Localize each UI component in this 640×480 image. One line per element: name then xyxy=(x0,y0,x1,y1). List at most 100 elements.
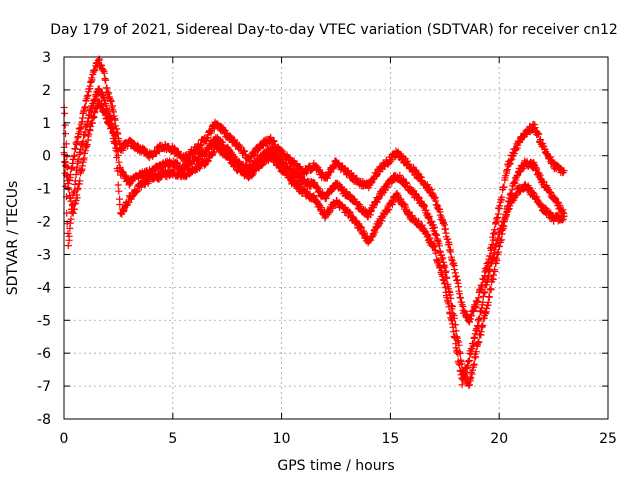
data-point xyxy=(430,243,438,251)
data-point xyxy=(132,188,140,196)
data-point xyxy=(470,334,478,342)
data-point xyxy=(218,138,226,146)
data-point xyxy=(82,144,90,152)
data-point xyxy=(456,367,464,375)
data-point xyxy=(113,154,121,161)
data-point xyxy=(465,357,473,364)
data-point xyxy=(434,257,442,265)
data-point xyxy=(115,187,123,195)
data-point xyxy=(494,214,501,221)
data-point xyxy=(99,66,107,74)
data-point xyxy=(559,215,567,223)
data-point xyxy=(70,151,78,159)
data-point xyxy=(65,185,73,193)
data-point xyxy=(218,145,226,153)
data-point xyxy=(500,183,508,191)
data-point xyxy=(504,205,512,213)
data-point xyxy=(476,314,484,322)
series-track-c xyxy=(60,97,568,389)
data-point xyxy=(321,214,329,222)
data-point xyxy=(88,76,96,84)
data-point xyxy=(371,228,379,236)
data-point xyxy=(248,171,256,179)
data-point xyxy=(398,175,406,182)
data-point xyxy=(459,376,467,384)
data-point xyxy=(493,257,501,265)
data-point xyxy=(535,130,543,138)
data-point xyxy=(446,310,454,318)
data-point xyxy=(438,255,446,263)
x-tick-label: 5 xyxy=(168,431,177,447)
chart-title: Day 179 of 2021, Sidereal Day-to-day VTE… xyxy=(50,22,618,38)
data-point xyxy=(425,212,433,220)
data-point xyxy=(86,82,94,90)
data-point xyxy=(560,167,568,175)
x-tick-label: 15 xyxy=(381,431,399,447)
data-point xyxy=(481,288,489,296)
data-point xyxy=(479,293,487,300)
data-point xyxy=(466,377,474,385)
data-point xyxy=(101,108,109,116)
x-tick-label: 0 xyxy=(60,431,69,447)
data-point xyxy=(241,147,249,155)
data-point xyxy=(277,146,285,154)
data-point xyxy=(107,97,115,105)
data-point xyxy=(415,193,422,201)
data-point xyxy=(492,240,500,248)
data-point xyxy=(533,193,541,201)
x-axis-label: GPS time / hours xyxy=(277,458,394,474)
data-point xyxy=(491,268,499,275)
data-point xyxy=(474,298,482,305)
data-point xyxy=(471,330,479,338)
data-point xyxy=(81,128,89,136)
data-point xyxy=(77,145,85,153)
data-point xyxy=(249,170,257,178)
data-point xyxy=(67,197,75,205)
data-point xyxy=(489,253,497,261)
data-point xyxy=(455,359,463,367)
data-point xyxy=(533,164,541,172)
data-point xyxy=(492,219,500,227)
data-point xyxy=(525,184,533,192)
data-point xyxy=(73,164,81,172)
data-point xyxy=(62,130,69,138)
data-point xyxy=(529,189,537,196)
data-point xyxy=(516,138,524,146)
data-point xyxy=(386,158,394,166)
data-point xyxy=(98,102,106,110)
data-point xyxy=(102,76,110,84)
data-point xyxy=(64,184,72,192)
data-point xyxy=(226,155,234,163)
data-point xyxy=(458,381,466,389)
data-point xyxy=(498,193,506,201)
data-point xyxy=(66,219,74,227)
data-point xyxy=(83,141,91,149)
data-point xyxy=(487,286,495,294)
data-point xyxy=(65,232,73,240)
y-tick-label: -6 xyxy=(37,346,51,362)
data-point xyxy=(83,92,91,100)
data-point xyxy=(472,348,480,356)
data-point xyxy=(490,271,498,279)
y-tick-label: -5 xyxy=(37,313,51,329)
data-point xyxy=(73,194,81,202)
grid-layer xyxy=(64,57,608,419)
data-point xyxy=(506,159,514,167)
data-point xyxy=(69,209,77,217)
data-point xyxy=(81,103,89,111)
plot-frame xyxy=(63,56,609,420)
data-point xyxy=(75,180,83,188)
data-point xyxy=(494,236,502,244)
data-point xyxy=(197,141,205,149)
data-point xyxy=(106,94,114,102)
data-point xyxy=(445,303,453,311)
data-point xyxy=(324,210,332,218)
x-tick-label: 10 xyxy=(273,431,291,447)
data-point xyxy=(494,210,502,218)
data-point xyxy=(426,234,434,242)
y-tick-label: -8 xyxy=(37,412,51,428)
data-point xyxy=(398,152,406,160)
data-point xyxy=(91,108,99,116)
data-point xyxy=(496,202,504,210)
